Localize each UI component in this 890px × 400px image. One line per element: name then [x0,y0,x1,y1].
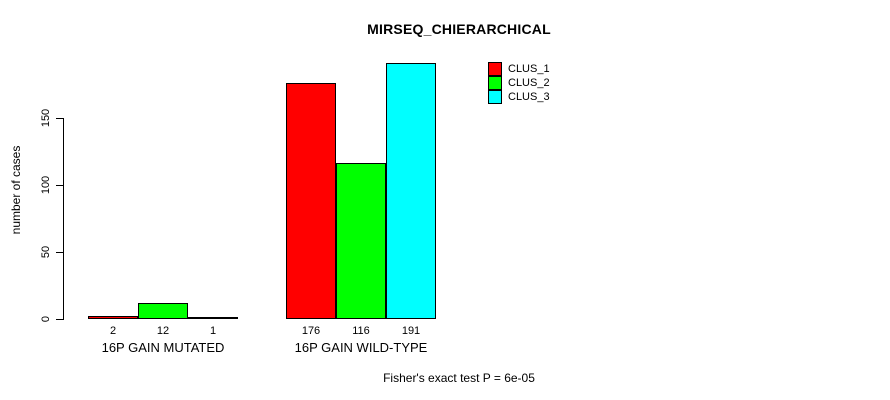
bar-value-label: 1 [209,325,217,337]
bar-value-label: 12 [156,325,170,337]
bar-clus_3-group1 [188,317,238,319]
y-tick-label: 0 [40,315,52,323]
y-tick-mark [56,252,63,253]
legend-label: CLUS_1 [508,63,550,75]
legend-swatch-icon [488,76,502,90]
legend-row: CLUS_3 [488,90,550,104]
bar-value-label: 176 [301,325,321,337]
y-tick-label: 150 [40,108,52,128]
y-tick-label: 50 [40,245,52,259]
y-tick-label: 100 [40,175,52,195]
y-tick-mark [56,185,63,186]
y-axis-title: number of cases [9,145,23,235]
legend: CLUS_1 CLUS_2 CLUS_3 [488,62,550,104]
group-label: 16P GAIN MUTATED [101,340,225,355]
y-tick-mark [56,118,63,119]
bar-clus_2-group2 [336,163,386,319]
bar-value-label: 191 [401,325,421,337]
fisher-test-annotation: Fisher's exact test P = 6e-05 [383,371,535,385]
chart-title: MIRSEQ_CHIERARCHICAL [367,21,551,37]
y-tick-mark [56,319,63,320]
bar-clus_3-group2 [386,63,436,319]
bar-clus_1-group2 [286,83,336,319]
bar-value-label: 116 [352,325,370,337]
legend-row: CLUS_1 [488,62,550,76]
legend-swatch-icon [488,90,502,104]
bar-value-label: 2 [109,325,117,337]
legend-row: CLUS_2 [488,76,550,90]
legend-label: CLUS_2 [508,77,550,89]
legend-swatch-icon [488,62,502,76]
legend-label: CLUS_3 [508,91,550,103]
y-axis-line [63,118,64,320]
group-label: 16P GAIN WILD-TYPE [294,340,428,355]
bar-clus_1-group1 [88,316,138,319]
bar-clus_2-group1 [138,303,188,319]
